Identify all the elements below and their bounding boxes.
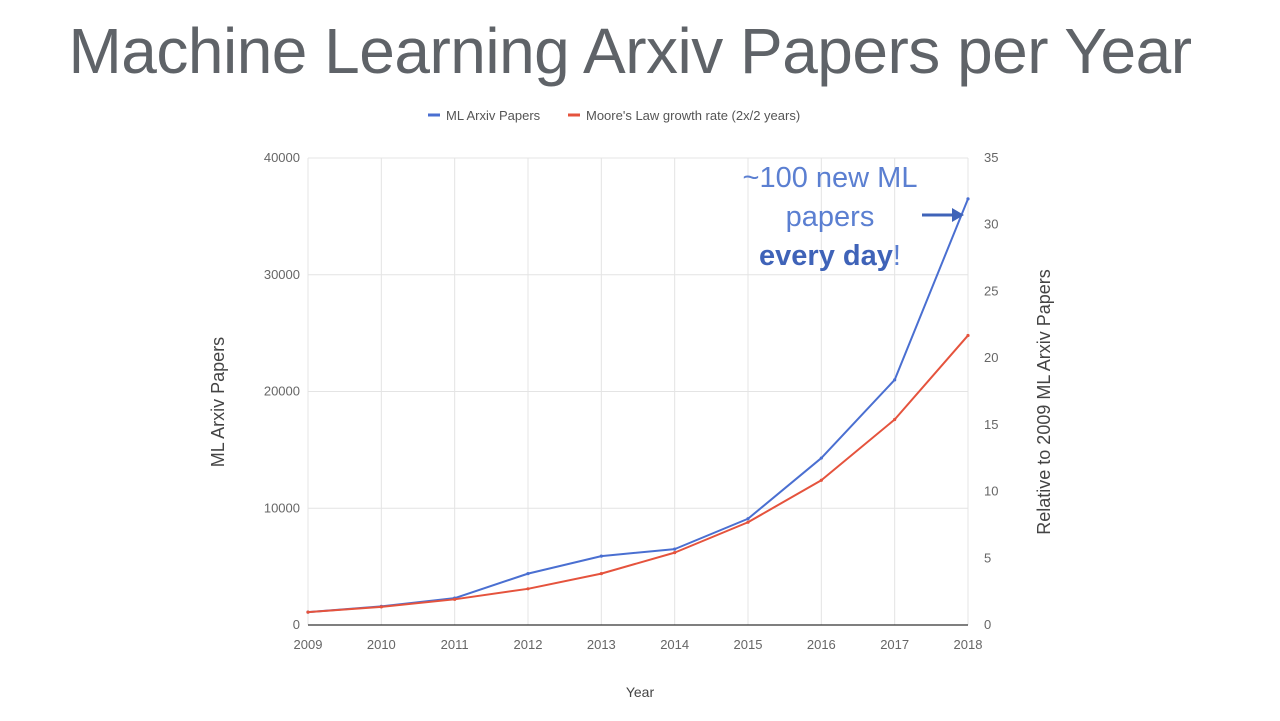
chart-annotation: ~100 new ML papers every day! xyxy=(743,162,964,272)
slide-title: Machine Learning Arxiv Papers per Year xyxy=(68,15,1192,87)
chart-legend: ML Arxiv Papers Moore's Law growth rate (… xyxy=(428,108,800,123)
series-1-point xyxy=(526,572,530,576)
y-right-tick-label: 0 xyxy=(984,617,991,632)
series-2-point xyxy=(599,572,603,576)
series-2-point xyxy=(379,605,383,609)
x-tick-label: 2010 xyxy=(367,637,396,652)
annotation-line-3: every day! xyxy=(759,240,901,272)
y-right-tick-label: 15 xyxy=(984,417,998,432)
x-tick-label: 2011 xyxy=(441,637,469,652)
y-axis-title: ML Arxiv Papers xyxy=(208,337,228,467)
y-tick-label: 10000 xyxy=(264,500,300,515)
series-2-point xyxy=(453,597,457,601)
annotation-bold-text: every day xyxy=(759,240,893,272)
x-tick-label: 2016 xyxy=(807,637,836,652)
y-right-tick-label: 5 xyxy=(984,550,991,565)
x-tick-label: 2014 xyxy=(660,637,689,652)
y-right-tick-label: 10 xyxy=(984,484,998,499)
y-right-tick-label: 20 xyxy=(984,350,998,365)
chart-axes: 2009 2010 2011 2012 2013 2014 2015 2016 2017 2018… xyxy=(208,150,1054,700)
x-tick-label: 2009 xyxy=(294,637,323,652)
legend-label-1: ML Arxiv Papers xyxy=(446,108,541,123)
y-tick-label: 30000 xyxy=(264,267,300,282)
right-arrow-icon xyxy=(922,208,964,222)
series-2-point xyxy=(966,333,970,338)
y-tick-label: 0 xyxy=(293,617,300,632)
annotation-line-2: papers xyxy=(786,201,875,233)
series-2-point xyxy=(526,587,530,591)
y-tick-label: 20000 xyxy=(264,384,300,399)
series-1-point xyxy=(673,547,677,551)
x-tick-label: 2012 xyxy=(514,637,543,652)
legend-label-2: Moore's Law growth rate (2x/2 years) xyxy=(586,108,800,123)
y-axis-right-title: Relative to 2009 ML Arxiv Papers xyxy=(1034,269,1054,534)
x-tick-label: 2015 xyxy=(734,637,763,652)
x-tick-label: 2018 xyxy=(954,637,983,652)
series-2-point xyxy=(746,520,750,524)
series-line-2 xyxy=(307,334,969,614)
annotation-suffix: ! xyxy=(893,240,901,272)
x-tick-label: 2013 xyxy=(587,637,616,652)
x-tick-label: 2017 xyxy=(880,637,909,652)
series-2-point xyxy=(306,610,310,614)
y-right-tick-label: 25 xyxy=(984,283,998,298)
series-1-point xyxy=(893,378,897,382)
x-axis-title: Year xyxy=(626,684,655,700)
series-2-point xyxy=(673,551,677,555)
annotation-line-1: ~100 new ML xyxy=(743,162,918,194)
series-1-point xyxy=(746,517,750,521)
y-right-tick-label: 30 xyxy=(984,217,998,232)
series-2-point xyxy=(893,417,897,422)
series-1-point xyxy=(819,456,823,460)
series-2-point xyxy=(819,478,823,482)
y-right-tick-label: 35 xyxy=(984,150,998,165)
y-tick-label: 40000 xyxy=(264,150,300,165)
series-1-point xyxy=(599,554,603,558)
series-1-point xyxy=(966,197,970,201)
chart-series xyxy=(306,197,970,614)
